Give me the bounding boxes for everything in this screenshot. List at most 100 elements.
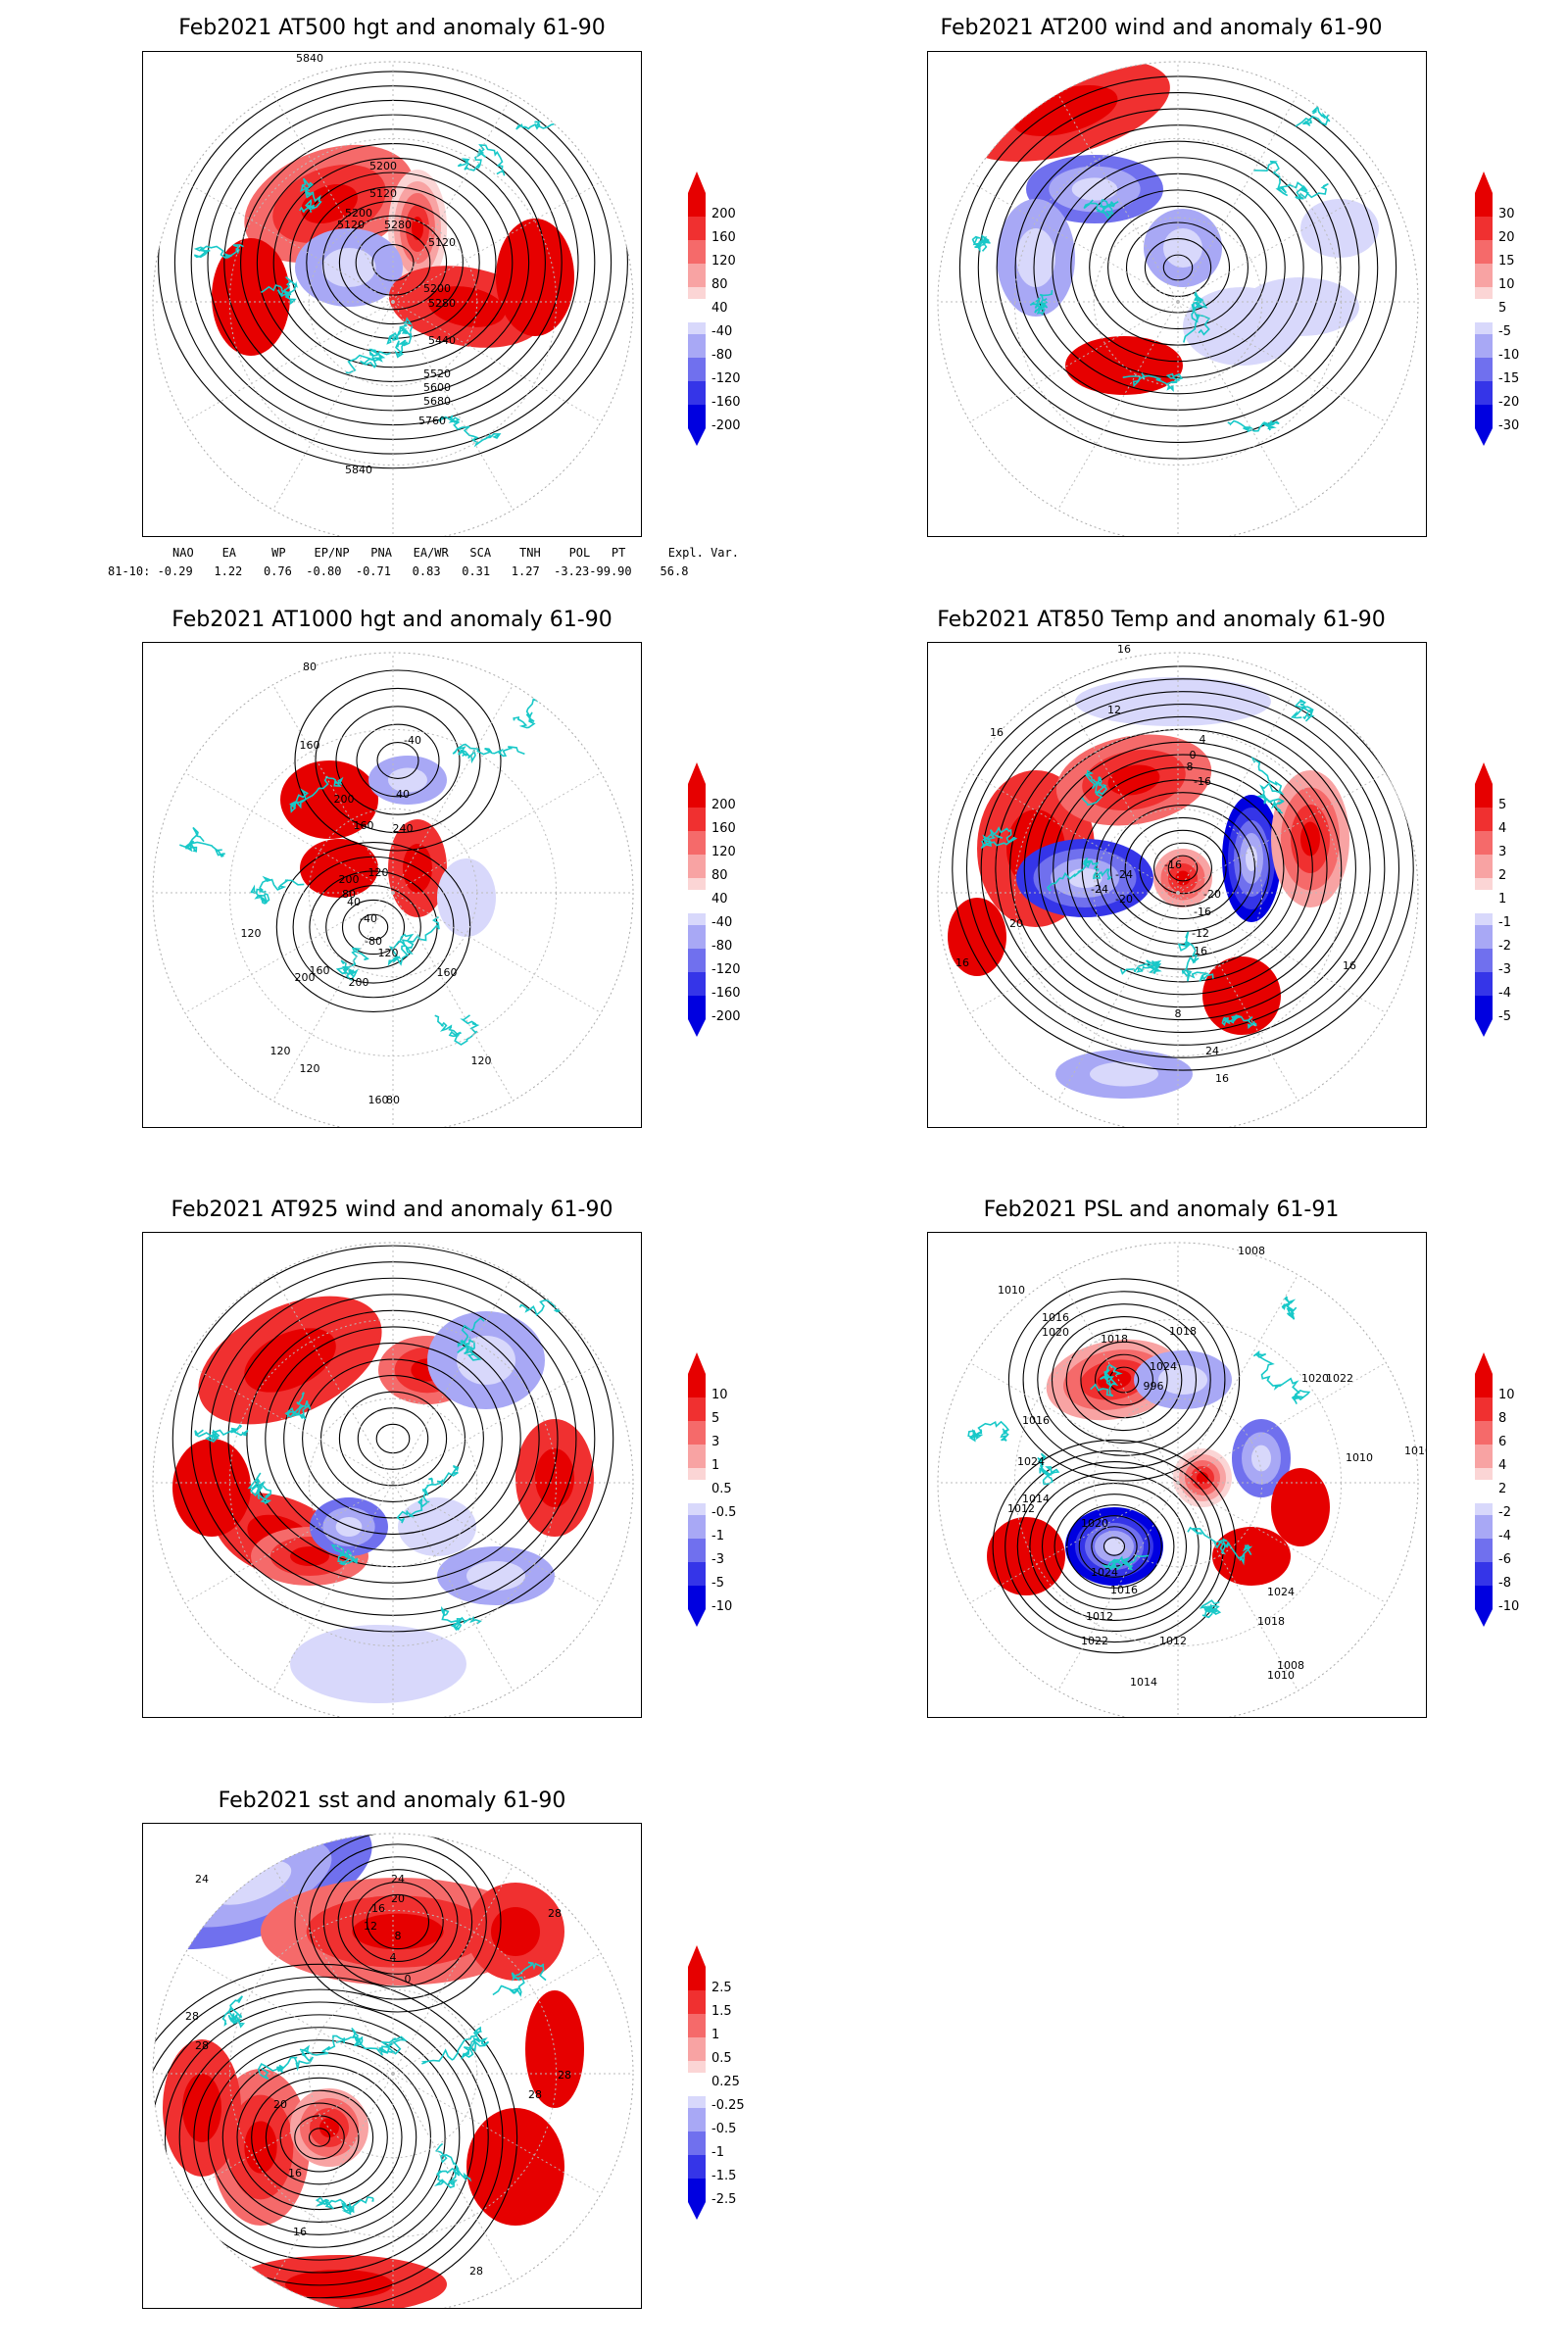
contour-label: 1008 [1238, 1245, 1265, 1257]
colorbar-tick-label: 0.25 [711, 2075, 740, 2089]
colorbar-tick-label: -40 [711, 915, 733, 930]
panel-title: Feb2021 sst and anomaly 61-90 [218, 1788, 566, 1813]
colorbar-tick-label: -2 [1498, 1505, 1511, 1520]
contour-label: 16 [1194, 945, 1207, 957]
colorbar-scale [688, 1352, 706, 1627]
colorbar-tick-label: 2 [1498, 868, 1507, 883]
contour-label: 160 [437, 966, 458, 979]
contour-label: 1016 [1110, 1584, 1138, 1596]
colorbar-tick-label: 1 [711, 1458, 720, 1473]
contour-label: -12 [1192, 927, 1209, 940]
contour-label: 160 [300, 739, 320, 752]
colorbar-tick-label: 1 [711, 2028, 720, 2042]
colorbar-scale [688, 172, 706, 446]
contour-label: 16 [1343, 959, 1356, 972]
panel-title: Feb2021 AT500 hgt and anomaly 61-90 [178, 16, 606, 40]
colorbar-tick-label: -160 [711, 395, 741, 410]
contour-label: 24 [391, 1873, 405, 1886]
contour-label: 1014 [1022, 1493, 1050, 1505]
contour-label: 1020 [1301, 1372, 1329, 1385]
colorbar-tick-label: 2.5 [711, 1981, 732, 1995]
contour-label: 5200 [423, 282, 451, 295]
colorbar-tick-label: -6 [1498, 1552, 1511, 1567]
contour-label: 160 [368, 1094, 389, 1106]
contour-label: 200 [339, 873, 360, 886]
contour-label: 1010 [1404, 1445, 1427, 1457]
contour-label: 160 [310, 964, 330, 977]
contour-label: 5200 [369, 160, 397, 172]
contour-label: 12 [1107, 704, 1121, 716]
colorbar-tick-label: -2.5 [711, 2192, 737, 2207]
map-frame: 16 12 16 4 0 -8 -16 -24 -16 -20 -24 -20 -16 -12 16 20 16… [927, 642, 1427, 1128]
contour-label: 1024 [1150, 1360, 1177, 1373]
colorbar-tick-label: 5 [1498, 798, 1507, 812]
colorbar-tick-label: 80 [711, 868, 728, 883]
colorbar-scale [688, 762, 706, 1037]
colorbar-tick-label: -5 [711, 1576, 724, 1591]
contour-label: 1024 [1267, 1586, 1295, 1598]
contour-label: 120 [300, 1062, 320, 1075]
contour-label: 1018 [1169, 1325, 1197, 1338]
contour-label: 40 [396, 788, 410, 801]
colorbar-tick-label: 10 [1498, 277, 1515, 292]
contour-label: 5840 [296, 52, 323, 65]
contour-label: 5600 [423, 381, 451, 394]
contour-label: -20 [1115, 893, 1133, 906]
colorbar-tick-label: -120 [711, 371, 741, 386]
contour-label: 1016 [1042, 1311, 1069, 1324]
colorbar-tick-label: 1 [1498, 892, 1507, 906]
contour-label: 16 [288, 2167, 302, 2180]
contour-label: 1010 [1267, 1669, 1295, 1682]
colorbar-tick-label: 120 [711, 845, 736, 859]
contour-label: 5280 [428, 297, 456, 310]
colorbar-tick-label: 3 [711, 1435, 720, 1449]
contour-label: 16 [990, 726, 1004, 739]
contour-label: 200 [334, 793, 355, 806]
colorbar-tick-label: 2 [1498, 1482, 1507, 1496]
contour-label: 16 [293, 2226, 307, 2238]
contour-label: 1020 [1081, 1517, 1108, 1530]
colorbar-tick-label: -5 [1498, 1009, 1511, 1024]
colorbar-scale [1475, 172, 1493, 446]
contour-label: -80 [365, 935, 382, 948]
colorbar-tick-label: -0.5 [711, 1505, 737, 1520]
contour-label: 0 [405, 1973, 412, 1985]
colorbar-tick-label: 15 [1498, 254, 1515, 269]
contour-label: 120 [241, 927, 262, 940]
colorbar-tick-label: 4 [1498, 821, 1507, 836]
contour-label: 40 [347, 896, 361, 908]
colorbar-scale [1475, 762, 1493, 1037]
colorbar-tick-label: -80 [711, 939, 733, 954]
colorbar-tick-label: -0.25 [711, 2098, 745, 2113]
contour-label: 28 [469, 2265, 483, 2278]
contour-label: 20 [1009, 917, 1023, 930]
colorbar-scale [1475, 1352, 1493, 1627]
colorbar-tick-label: -4 [1498, 986, 1511, 1001]
colorbar-tick-label: -0.5 [711, 2122, 737, 2136]
colorbar-tick-label: 120 [711, 254, 736, 269]
teleconnection-header: NAO EA WP EP/NP PNA EA/WR SCA TNH POL PT… [172, 546, 739, 560]
colorbar-tick-label: -10 [711, 1599, 733, 1614]
colorbar-tick-label: 4 [1498, 1458, 1507, 1473]
contour-label: 80 [386, 1094, 400, 1106]
colorbar-tick-label: -5 [1498, 324, 1511, 339]
contour-label: 5120 [337, 219, 365, 231]
colorbar-tick-label: -20 [1498, 395, 1520, 410]
contour-label: 4 [390, 1951, 397, 1964]
contour-label: -24 [1115, 868, 1133, 881]
colorbar-tick-label: -1.5 [711, 2169, 737, 2183]
contour-label: -16 [1194, 775, 1211, 788]
contour-label: 5760 [418, 415, 446, 427]
contour-label: 200 [349, 976, 369, 989]
contour-label: -24 [1091, 883, 1108, 896]
contour-label: 20 [273, 2098, 287, 2111]
contour-label: 200 [295, 971, 316, 984]
colorbar-tick-label: -10 [1498, 348, 1520, 363]
colorbar-tick-label: -2 [1498, 939, 1511, 954]
colorbar-tick-label: 0.5 [711, 1482, 732, 1496]
colorbar-tick-label: 10 [1498, 1388, 1515, 1402]
panel-title: Feb2021 AT200 wind and anomaly 61-90 [940, 16, 1383, 40]
contour-label: 5680 [423, 395, 451, 408]
colorbar-tick-label: -30 [1498, 418, 1520, 433]
